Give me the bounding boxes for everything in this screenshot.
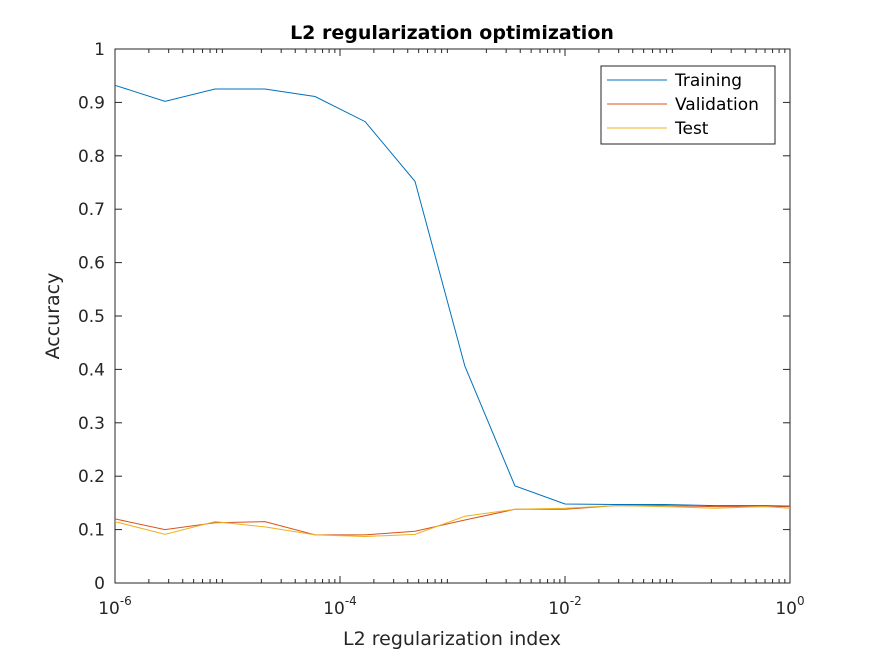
y-tick-label: 0.2 [78,467,105,487]
x-tick-base: 10 [98,599,120,619]
y-tick-label: 0.8 [78,147,105,167]
y-tick-label: 0.4 [78,360,105,380]
y-tick-label: 0 [94,574,105,594]
x-tick-base: 10 [323,599,345,619]
x-tick-base: 10 [548,599,570,619]
x-tick-exponent: -6 [120,594,132,608]
legend-box [600,65,776,145]
series-line-test [114,505,791,538]
x-tick-exponent: -2 [570,594,582,608]
series-line-training [114,84,791,507]
y-tick-label: 0.6 [78,254,105,274]
legend-label: Validation [675,95,759,115]
x-tick-label: 100 [775,594,804,619]
x-tick-base: 10 [775,599,797,619]
chart-title: L2 regularization optimization [290,22,614,44]
legend: Training Validation Test [600,65,776,145]
x-tick-exponent: -4 [345,594,357,608]
legend-label: Training [674,71,742,91]
y-axis-label: Accuracy [42,273,64,360]
minor-ticks [148,49,786,583]
y-tick-label: 0.5 [78,307,105,327]
x-tick-exponent: 0 [797,594,805,608]
x-tick-label: 10-2 [548,594,582,619]
y-tick-label: 0.3 [78,414,105,434]
series-line-validation [114,505,790,536]
legend-label: Test [674,119,709,139]
x-tick-label: 10-6 [98,594,132,619]
y-tick-label: 0.7 [78,200,105,220]
y-tick-label: 1 [94,40,105,60]
y-tick-label: 0.1 [78,521,105,541]
major-ticks [114,48,791,584]
x-axis-label: L2 regularization index [343,628,561,650]
x-tick-label: 10-4 [323,594,357,619]
series-lines [114,84,791,538]
y-tick-label: 0.9 [78,93,105,113]
